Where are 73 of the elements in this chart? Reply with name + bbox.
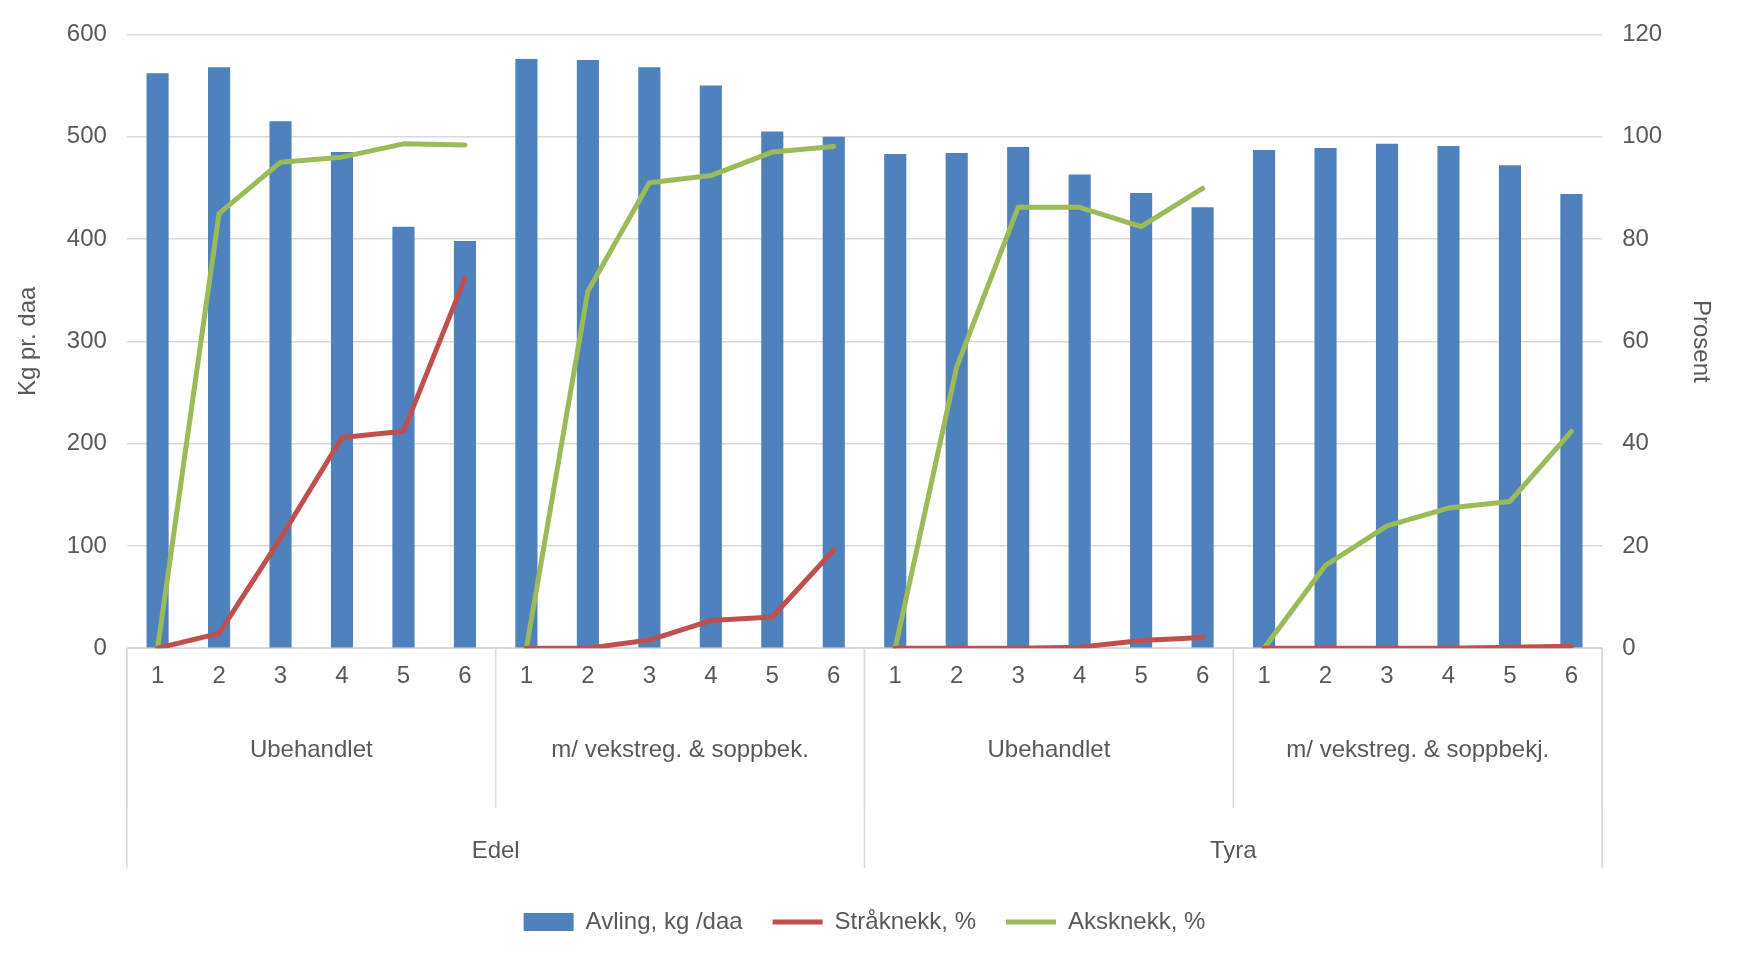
x-tick-label: 4 — [704, 661, 718, 689]
bar — [1314, 147, 1337, 648]
bar — [1498, 165, 1522, 648]
bar — [392, 226, 415, 648]
y2-tick-label: 120 — [1622, 19, 1663, 47]
text: m/ vekstreg. & soppbekj. — [1286, 734, 1550, 762]
x-tick-label: 6 — [827, 661, 841, 689]
bar — [1191, 207, 1214, 648]
bar — [207, 67, 231, 648]
y-tick-label: 100 — [66, 530, 107, 558]
bar — [638, 67, 661, 648]
x-tick-label: 4 — [1441, 661, 1456, 689]
x-tick-label: 6 — [1564, 661, 1579, 689]
x-tick-label: 2 — [950, 661, 964, 689]
x-tick-label: 4 — [1072, 661, 1087, 689]
x-tick-label: 6 — [1195, 661, 1210, 689]
x-tick-label: 5 — [765, 661, 779, 689]
text: Ubehandlet — [987, 734, 1111, 762]
y2-tick-label: 100 — [1622, 121, 1663, 149]
x-tick-label: 5 — [1503, 661, 1517, 689]
y2-axis-title: Prosent — [1688, 299, 1716, 383]
x-tick-label: 1 — [150, 661, 165, 689]
bar — [884, 154, 907, 648]
bar — [453, 241, 476, 648]
legend-label: Stråknekk, % — [834, 906, 977, 934]
y2-tick-label: 60 — [1622, 325, 1649, 353]
x-tick-label: 3 — [1011, 661, 1025, 689]
bar — [269, 121, 292, 648]
text: Ubehandlet — [249, 734, 373, 762]
x-tick-label: 2 — [212, 661, 226, 689]
x-tick-label: 3 — [1380, 661, 1394, 689]
bar — [146, 73, 169, 648]
text: Tyra — [1209, 835, 1258, 863]
y-tick-label: 0 — [93, 632, 107, 660]
text: Edel — [471, 835, 520, 863]
x-tick-label: 2 — [1318, 661, 1333, 689]
x-tick-label: 4 — [335, 661, 349, 689]
bar — [1437, 145, 1460, 648]
legend-label: Aksknekk, % — [1068, 906, 1206, 934]
y2-tick-label: 0 — [1622, 632, 1636, 660]
x-tick-label: 2 — [581, 661, 595, 689]
y-tick-label: 400 — [66, 223, 107, 251]
x-tick-label: 1 — [888, 661, 902, 689]
bar — [1560, 193, 1583, 648]
y2-tick-label: 20 — [1622, 530, 1649, 558]
y-tick-label: 600 — [66, 19, 107, 47]
y-tick-label: 300 — [66, 325, 107, 353]
y-tick-label: 200 — [66, 428, 107, 456]
x-tick-label: 6 — [458, 661, 472, 689]
y-axis-title: Kg pr. daa — [13, 285, 41, 397]
bar — [576, 59, 599, 648]
bar — [1068, 174, 1091, 648]
x-tick-label: 5 — [396, 661, 411, 689]
bar — [1007, 146, 1030, 648]
x-tick-label: 5 — [1134, 661, 1148, 689]
bar — [761, 131, 784, 648]
x-tick-label: 1 — [1257, 661, 1271, 689]
bar — [515, 58, 538, 648]
bar — [330, 152, 354, 648]
y2-tick-label: 40 — [1622, 428, 1649, 456]
x-tick-label: 1 — [519, 661, 534, 689]
y2-tick-label: 80 — [1622, 223, 1649, 251]
bar — [1130, 192, 1153, 648]
x-tick-label: 3 — [642, 661, 657, 689]
y-tick-label: 500 — [66, 121, 107, 149]
bar — [699, 85, 722, 648]
bar — [1375, 143, 1399, 648]
text: m/ vekstreg. & soppbek. — [551, 734, 809, 762]
bar — [1253, 150, 1276, 648]
x-tick-label: 3 — [273, 661, 288, 689]
legend-label: Avling, kg /daa — [585, 906, 744, 934]
bar — [822, 136, 845, 648]
bar — [945, 153, 968, 648]
